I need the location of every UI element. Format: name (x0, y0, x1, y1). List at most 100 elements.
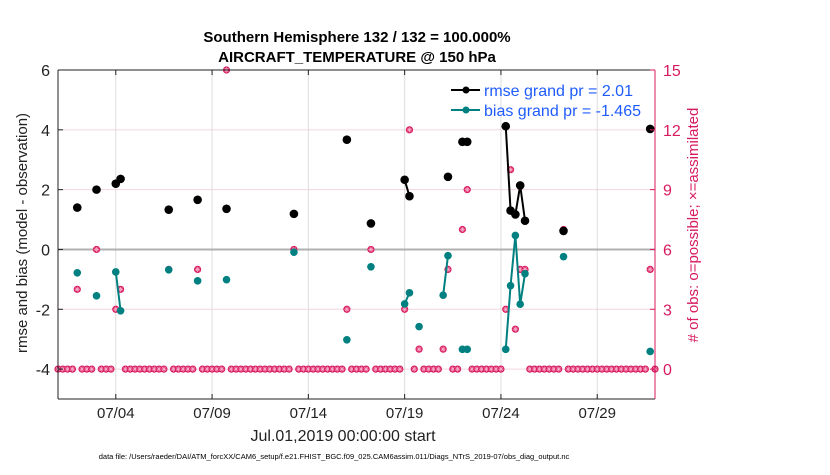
obs-assimilated-asterisk (637, 366, 644, 372)
obs-assimilated-asterisk (618, 366, 624, 372)
obs-assimilated-asterisk (195, 266, 201, 272)
bias-point (193, 277, 202, 285)
obs-assimilated-asterisk (426, 366, 432, 372)
legend-rmse-label: rmse grand pr = 2.01 (484, 83, 633, 100)
rmse-point (400, 175, 409, 185)
obs-count-marker (107, 365, 115, 373)
obs-assimilated-asterisk (103, 366, 109, 372)
rmse-point (405, 191, 414, 201)
obs-assimilated-asterisk (325, 366, 331, 372)
plot-marks (54, 66, 659, 373)
bias-point (501, 345, 510, 354)
obs-count-marker (343, 305, 351, 313)
obs-assimilated-asterisk (594, 366, 600, 372)
obs-assimilated-asterisk (647, 266, 653, 272)
y-tick-label-left: 4 (41, 123, 50, 140)
obs-count-marker (194, 265, 202, 273)
obs-assimilated-asterisk (455, 366, 461, 372)
rmse-point (520, 216, 530, 226)
obs-assimilated-asterisk (353, 366, 360, 372)
obs-assimilated-asterisk (190, 366, 196, 372)
obs-assimilated-asterisk (93, 246, 100, 253)
bias-point (444, 251, 452, 260)
obs-assimilated-asterisk (315, 366, 321, 372)
obs-assimilated-asterisk (69, 366, 76, 372)
obs-assimilated-asterisk (74, 286, 80, 292)
obs-assimilated-asterisk (387, 366, 393, 372)
obs-assimilated-asterisk (397, 366, 403, 372)
obs-assimilated-asterisk (127, 366, 133, 372)
x-tick-label: 07/19 (386, 405, 424, 422)
y-tick-label-left: 2 (41, 183, 50, 200)
obs-assimilated-asterisk (122, 366, 129, 372)
obs-count-marker (367, 245, 375, 254)
obs-assimilated-asterisk (113, 306, 119, 312)
bias-point (164, 265, 173, 274)
y-tick-label-right: 6 (663, 242, 672, 259)
obs-assimilated-asterisk (642, 366, 648, 372)
rmse-line-segment (514, 185, 522, 215)
obs-assimilated-asterisk (527, 366, 533, 372)
obs-assimilated-asterisk (479, 366, 485, 372)
bias-point (439, 291, 447, 300)
obs-assimilated-asterisk (363, 366, 369, 372)
obs-assimilated-asterisk (344, 306, 350, 312)
obs-assimilated-asterisk (613, 366, 620, 372)
obs-assimilated-asterisk (252, 366, 258, 372)
obs-assimilated-asterisk (185, 366, 191, 372)
obs-count-marker (454, 365, 462, 373)
y-axis-label-right: # of obs: o=possible; ×=assimilated (685, 108, 702, 343)
obs-assimilated-asterisk (536, 366, 543, 372)
obs-assimilated-asterisk (445, 266, 451, 272)
obs-assimilated-asterisk (512, 326, 518, 332)
bias-point (116, 306, 125, 315)
bias-point (516, 300, 524, 308)
y-tick-label-left: -2 (36, 302, 50, 319)
obs-assimilated-asterisk (79, 366, 85, 372)
obs-assimilated-asterisk (421, 366, 427, 372)
y-tick-label-right: 15 (663, 63, 681, 80)
obs-assimilated-asterisk (556, 366, 562, 372)
obs-assimilated-asterisk (219, 366, 225, 372)
rmse-point (92, 185, 101, 194)
obs-assimilated-asterisk (142, 366, 148, 372)
obs-assimilated-asterisk (132, 366, 138, 372)
bias-point (400, 300, 409, 308)
bias-point (343, 335, 351, 344)
obs-assimilated-asterisk (609, 366, 615, 372)
bias-point (92, 292, 101, 300)
bias-point (415, 322, 423, 331)
bias-point (290, 248, 298, 256)
obs-assimilated-asterisk (546, 366, 552, 372)
rmse-line-segment (519, 185, 526, 221)
rmse-point (342, 135, 352, 144)
rmse-point (511, 210, 520, 219)
bias-line-segment (509, 235, 517, 286)
obs-assimilated-asterisk (584, 366, 591, 372)
obs-assimilated-asterisk (146, 366, 153, 372)
obs-assimilated-asterisk (320, 366, 326, 372)
bias-point (367, 263, 375, 271)
x-tick-label: 07/09 (193, 405, 231, 422)
obs-count-marker (415, 345, 423, 353)
obs-assimilated-asterisk (416, 346, 422, 352)
obs-count-marker (405, 126, 414, 134)
footnote: data file: /Users/raeder/DAI/ATM_forcXX/… (99, 452, 570, 461)
obs-assimilated-asterisk (358, 366, 364, 372)
obs-assimilated-asterisk (247, 366, 254, 372)
obs-count-marker (410, 365, 418, 373)
rmse-point (501, 121, 511, 131)
obs-assimilated-asterisk (377, 366, 384, 372)
bias-point (521, 269, 529, 278)
rmse-point (164, 205, 174, 214)
obs-assimilated-asterisk (228, 366, 234, 372)
obs-assimilated-asterisk (435, 366, 441, 372)
obs-assimilated-asterisk (522, 266, 528, 272)
y-tick-label-right: 0 (663, 362, 672, 379)
y-tick-label-left: 0 (41, 242, 50, 259)
x-tick-label: 07/24 (482, 405, 520, 422)
obs-assimilated-asterisk (329, 366, 336, 372)
obs-assimilated-asterisk (156, 366, 162, 372)
bias-point (405, 289, 414, 297)
rmse-point (515, 181, 525, 190)
